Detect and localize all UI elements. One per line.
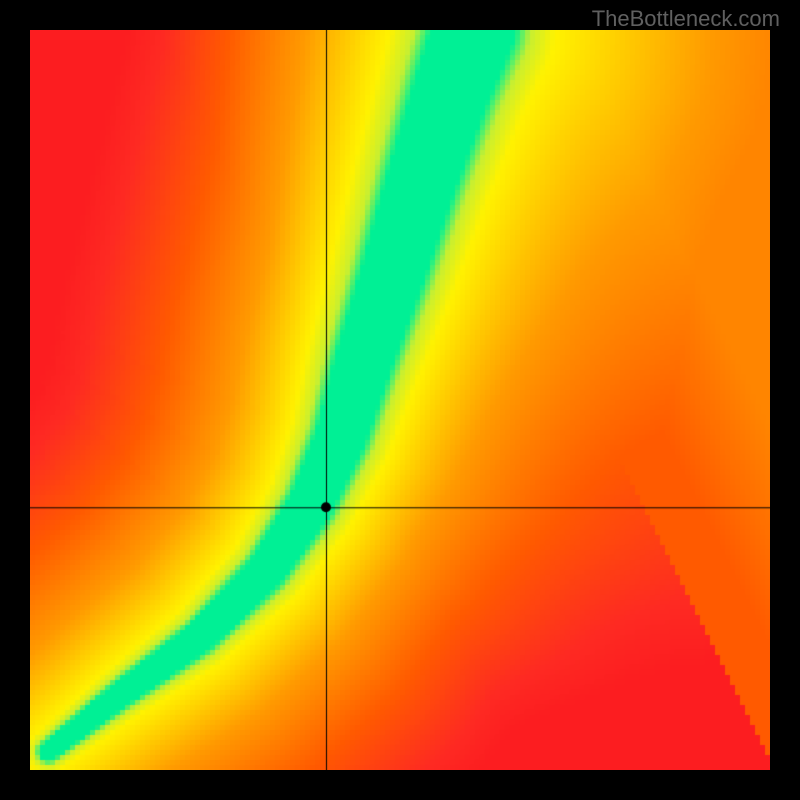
watermark-text: TheBottleneck.com	[592, 6, 780, 32]
chart-container: TheBottleneck.com	[0, 0, 800, 800]
heatmap-canvas	[30, 30, 770, 770]
plot-area	[30, 30, 770, 770]
